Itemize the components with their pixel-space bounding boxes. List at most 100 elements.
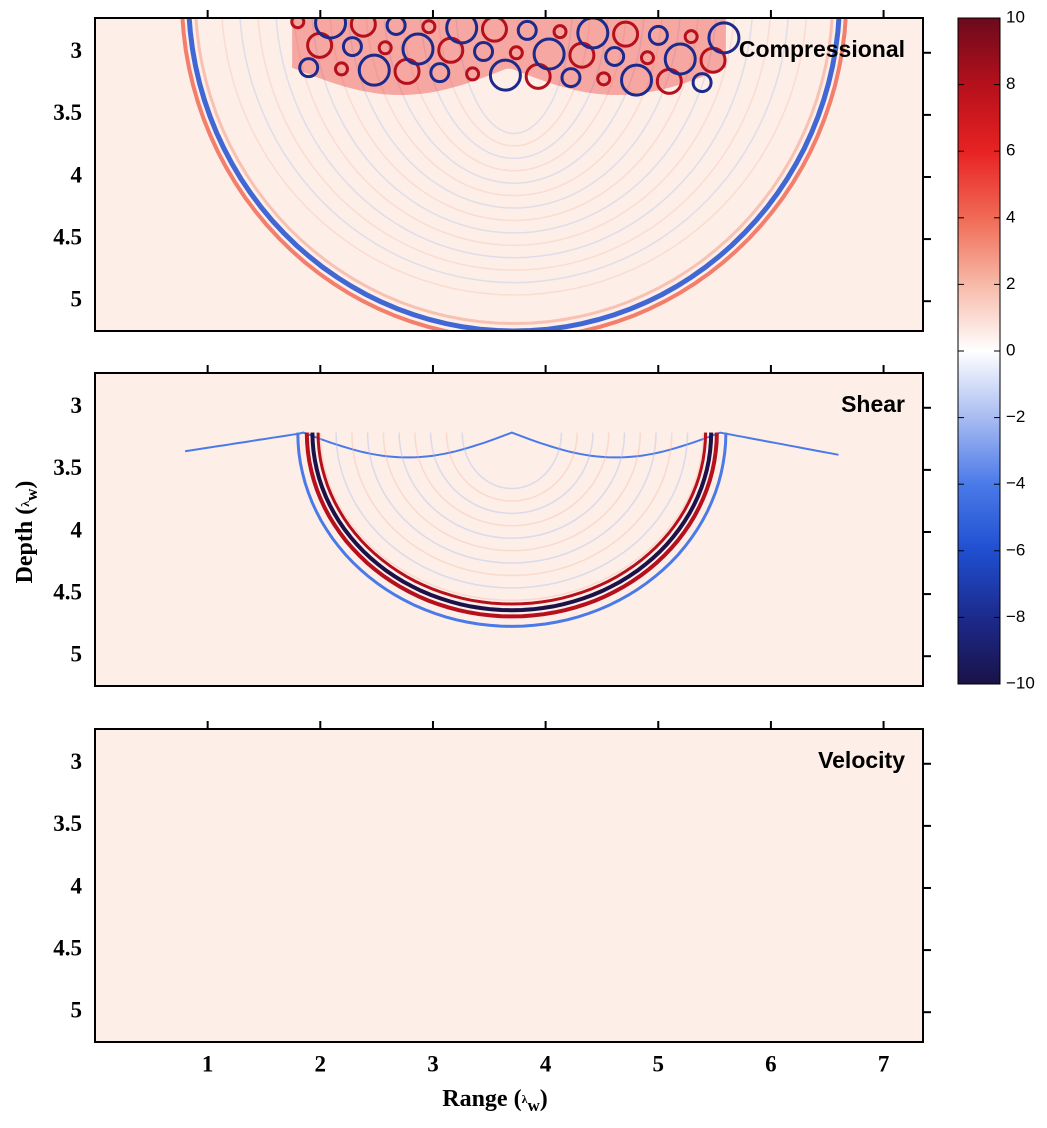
panel-frame [94, 372, 924, 687]
colorbar-tick-label: 2 [1006, 274, 1015, 293]
scatter-blob [429, 62, 451, 84]
colorbar [957, 17, 1001, 685]
scatter-blob [532, 37, 566, 71]
wavefront [382, 432, 641, 552]
wavefront [351, 432, 673, 577]
scatter-blob [377, 40, 393, 56]
y-tick-label: 4 [71, 517, 83, 542]
y-tick-label: 4 [71, 162, 83, 187]
colorbar-tick-label: 6 [1006, 141, 1015, 160]
ylabel: Depth (λw) [12, 481, 41, 584]
scatter-blob [385, 18, 407, 36]
x-tick-label: 3 [427, 1051, 439, 1076]
x-tick-label: 2 [315, 1051, 327, 1076]
wavefront [310, 432, 714, 613]
y-tick-label: 4.5 [53, 224, 82, 249]
colorbar-tick-label: 4 [1006, 207, 1015, 226]
wavefront [401, 18, 627, 172]
wavefront [311, 18, 717, 234]
scatter-blob [445, 18, 479, 45]
y-tick-label: 4 [71, 873, 83, 898]
scatter-blob [508, 45, 524, 61]
x-tick-label: 4 [540, 1051, 552, 1076]
y-tick-label: 5 [71, 641, 83, 666]
heatmap-panel [95, 373, 923, 686]
scatter-blob [314, 18, 348, 40]
wavefront [239, 18, 789, 284]
scatter-blob [612, 20, 640, 48]
y-tick-label: 3.5 [53, 811, 82, 836]
wavefront [347, 18, 681, 209]
panel-title: Shear [841, 391, 905, 417]
label-part: w [22, 488, 41, 501]
wavefront [257, 18, 771, 271]
scatter-blob [604, 46, 626, 68]
wavefront [221, 18, 807, 296]
y-tick-label: 4.5 [53, 935, 82, 960]
y-tick-label: 3 [71, 749, 83, 774]
wavefront [329, 18, 699, 222]
scatter-blob [349, 18, 377, 38]
colorbar-tick-label: −4 [1006, 474, 1025, 493]
scatter-blob [552, 24, 568, 40]
scatter-blob [620, 63, 654, 97]
colorbar-tick-label: −8 [1006, 607, 1025, 626]
scatter-blob [691, 72, 713, 94]
wavefront [429, 432, 594, 515]
wavefront [414, 432, 610, 527]
label-part: Depth ( [12, 507, 38, 584]
colorbar-tick-label: 8 [1006, 74, 1015, 93]
wavefront [461, 432, 563, 490]
colorbar-tick-label: −10 [1006, 673, 1035, 692]
wavefront [275, 18, 753, 259]
wavefront [365, 18, 663, 197]
colorbar-tick-label: 0 [1006, 340, 1015, 359]
wavefront [180, 18, 848, 331]
scatter-blob [596, 71, 612, 87]
scatter-zone [292, 18, 726, 95]
scatter-blob [647, 24, 669, 46]
x-tick-label: 6 [765, 1051, 777, 1076]
wavefront [398, 432, 626, 539]
scatter-blob [560, 67, 582, 89]
xlabel: Range (λw) [442, 1086, 548, 1115]
label-part: ) [12, 481, 38, 489]
y-tick-label: 3.5 [53, 100, 82, 125]
wavefield [180, 18, 848, 331]
panel-frame [94, 728, 924, 1043]
label-part: λ [18, 501, 32, 507]
heatmap-panel [95, 18, 923, 331]
scatter-blob [465, 66, 481, 82]
wavefront [194, 18, 834, 326]
y-tick-label: 5 [71, 997, 83, 1022]
scatter-blob [480, 18, 508, 43]
panel-title: Compressional [739, 36, 905, 62]
scatter-blob [341, 36, 363, 58]
surface [184, 431, 839, 459]
wavefront [293, 18, 735, 247]
scatter-blob [298, 57, 320, 79]
scatter-blob [639, 50, 655, 66]
y-tick-label: 3 [71, 38, 83, 63]
scatter-blob [576, 18, 610, 50]
x-tick-label: 7 [878, 1051, 890, 1076]
label-part: ) [540, 1086, 548, 1112]
panel-title: Velocity [818, 747, 905, 773]
scatter-blob [290, 18, 306, 30]
scatter-blob [707, 21, 741, 55]
label-part: λ [522, 1092, 528, 1106]
y-tick-label: 4.5 [53, 579, 82, 604]
scatter-blob [488, 58, 522, 92]
wavefront [186, 18, 842, 331]
label-part: w [527, 1096, 540, 1115]
scatter-blob [663, 42, 697, 76]
wavefront [319, 432, 705, 602]
scatter-blob [473, 41, 495, 63]
scatter-blob [401, 32, 435, 66]
y-tick-label: 3.5 [53, 455, 82, 480]
wavefront [296, 432, 728, 628]
wavefront [455, 18, 573, 135]
x-tick-label: 5 [653, 1051, 665, 1076]
scatter-blob [516, 19, 538, 41]
